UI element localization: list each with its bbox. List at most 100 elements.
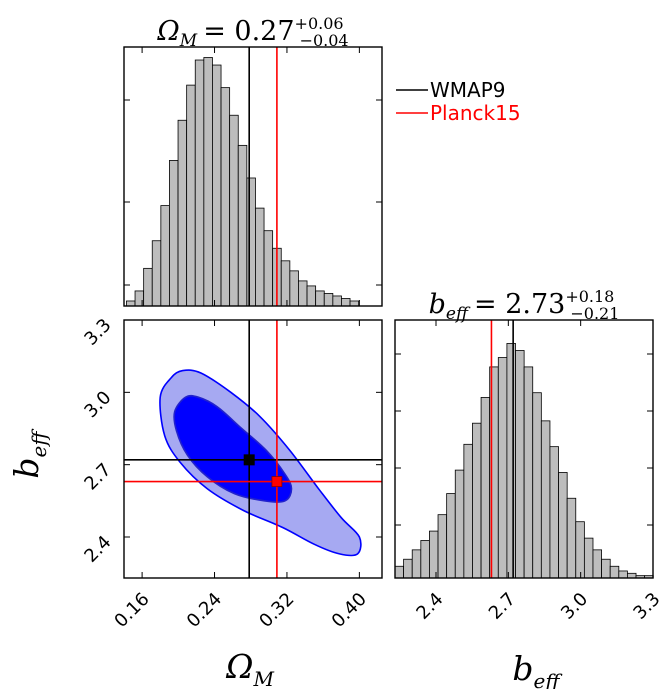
beff-x-tick-label: 2.7: [485, 589, 520, 624]
omega-histogram-bar: [263, 230, 274, 307]
wmap9-point: [243, 454, 255, 466]
beff-x-axis-label: beff: [512, 649, 563, 689]
omega-histogram-bar: [315, 290, 325, 307]
beff-histogram-bar: [429, 530, 439, 579]
omega-histogram-bar: [280, 260, 291, 307]
omega-histogram-bar: [332, 295, 342, 307]
beff-histogram-bars: [394, 343, 654, 579]
x-label-sub: M: [252, 667, 274, 689]
contour-y-axis-label: beff: [7, 428, 51, 479]
omega-histogram-bar: [126, 300, 136, 307]
omega-histogram-frame: [123, 46, 383, 307]
omega-histogram-bar: [349, 300, 360, 307]
beff-histogram-bar: [515, 350, 525, 579]
beff-histogram-bar: [446, 493, 456, 579]
omega-histogram-ticks: [124, 47, 382, 306]
beff-histogram-bar: [618, 570, 628, 579]
y-label-sub: eff: [27, 428, 51, 458]
omega-histogram-bar: [177, 119, 188, 307]
contour-x-tick-label: 0.16: [110, 589, 153, 632]
contour-regions: [159, 369, 362, 557]
beff-label-symbol: b: [512, 649, 533, 688]
beff-title-sup: +0.18: [565, 287, 614, 306]
beff-histogram-bar: [403, 558, 413, 579]
omega-histogram-title: ΩM = 0.27+0.06 −0.04: [156, 14, 348, 51]
omega-title-eq: = 0.27: [203, 16, 294, 47]
beff-histogram-bar: [583, 537, 594, 579]
omega-histogram-bar: [160, 205, 170, 307]
contour-x-tick-label: 0.32: [255, 589, 298, 632]
legend: WMAP9 Planck15: [396, 78, 521, 125]
beff-histogram-bar: [601, 558, 611, 579]
beff-histogram-bar: [627, 572, 637, 579]
omega-histogram-bar: [220, 87, 231, 307]
beff-label-sub: eff: [534, 669, 564, 689]
beff-x-tick-labels: 2.4 2.7 3.0 3.3: [412, 589, 664, 624]
beff-histogram-bar: [566, 497, 577, 579]
omega-histogram-bar: [194, 59, 205, 307]
omega-histogram-bar: [246, 177, 256, 307]
beff-histogram-bar: [394, 565, 405, 579]
beff-histogram-title: beff = 2.73+0.18 −0.21: [429, 287, 620, 324]
omega-histogram-bar: [229, 114, 239, 307]
beff-histogram-bar: [532, 392, 542, 579]
beff-title-subv: −0.21: [570, 304, 619, 323]
beff-histogram-bar: [437, 514, 448, 579]
beff-histogram-bar: [558, 472, 568, 579]
beff-histogram-frame: [394, 319, 654, 579]
contour-panel: 0.16 0.24 0.32 0.40 2.4 2.7 3.0 3.3 ΩM beff: [7, 315, 383, 689]
beff-histogram-bar: [523, 366, 534, 579]
x-label-symbol: Ω: [225, 647, 253, 686]
omega-histogram-bar: [298, 280, 308, 307]
omega-histogram-bar: [169, 160, 179, 307]
contour-x-tick-label: 0.24: [183, 589, 226, 632]
legend-wmap9-label: WMAP9: [430, 78, 506, 102]
omega-histogram-panel: ΩM = 0.27+0.06 −0.04 WMAP9 Planck15: [123, 14, 521, 307]
omega-histogram-bar: [255, 207, 265, 307]
beff-histogram-bar: [472, 422, 482, 579]
omega-histogram-bar: [306, 285, 317, 307]
legend-planck15-label: Planck15: [430, 101, 521, 125]
beff-histogram-panel: 2.4 2.7 3.0 3.3 beff = 2.73+0.18 −0.21 beff: [394, 287, 665, 689]
omega-histogram-bar: [151, 240, 162, 307]
beff-histogram-bar: [454, 469, 465, 579]
contour-frame: [123, 319, 383, 579]
contour-y-tick-labels: 2.4 2.7 3.0 3.3: [80, 315, 115, 567]
omega-histogram-bar: [203, 57, 213, 307]
contour-y-tick-label: 3.0: [80, 387, 115, 422]
omega-histogram-bar: [237, 144, 248, 307]
beff-x-tick-label: 3.0: [557, 589, 592, 624]
beff-histogram-bar: [420, 540, 430, 579]
contour-y-tick-label: 2.7: [80, 459, 115, 494]
omega-title-symbol: Ω: [156, 16, 179, 47]
beff-histogram-bar: [575, 521, 585, 579]
contour-x-tick-label: 0.40: [328, 589, 371, 632]
beff-histogram-bar: [549, 446, 559, 579]
omega-title-sub: M: [179, 31, 198, 51]
omega-title-subv: −0.04: [300, 31, 349, 50]
contour-inner: [173, 394, 293, 503]
contour-x-axis-label: ΩM: [225, 647, 274, 689]
omega-histogram-bar: [143, 267, 153, 307]
omega-histogram-bar: [186, 84, 196, 307]
omega-histogram-bar: [323, 293, 334, 307]
omega-histogram-bar: [289, 270, 299, 307]
beff-x-tick-label: 3.3: [629, 589, 664, 624]
y-label-symbol: b: [7, 457, 46, 478]
omega-histogram-bar: [341, 298, 351, 307]
beff-x-tick-label: 2.4: [412, 589, 447, 624]
omega-histogram-bars: [126, 57, 360, 307]
beff-title-eq: = 2.73: [474, 289, 565, 320]
beff-histogram-bar: [480, 396, 491, 579]
beff-histogram-bar: [540, 420, 551, 579]
beff-histogram-bar: [411, 549, 422, 579]
beff-histogram-bar: [592, 549, 602, 579]
omega-title-sup: +0.06: [295, 14, 344, 33]
beff-histogram-bar: [609, 565, 620, 579]
beff-histogram-bar: [463, 443, 473, 579]
planck15-point: [271, 476, 283, 487]
beff-title-sub: eff: [446, 304, 471, 324]
beff-title-symbol: b: [429, 289, 446, 320]
contour-x-tick-labels: 0.16 0.24 0.32 0.40: [110, 589, 370, 632]
